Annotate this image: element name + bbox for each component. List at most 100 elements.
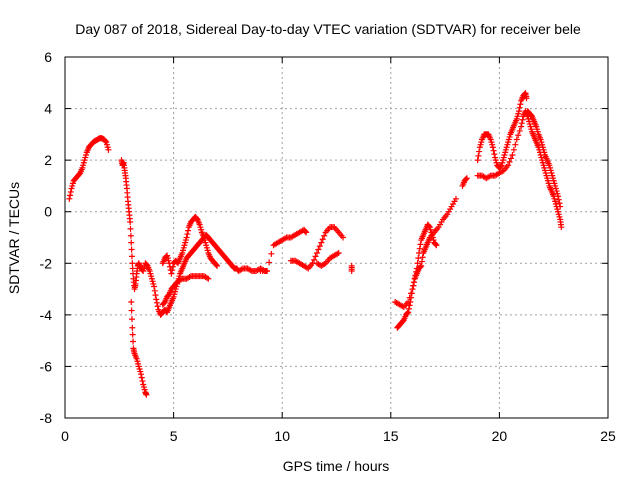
series-arc-o	[524, 108, 564, 210]
data-point	[311, 256, 318, 263]
x-tick-label: 0	[61, 428, 69, 444]
data-point	[517, 101, 524, 108]
data-point	[515, 132, 522, 139]
data-point	[340, 234, 347, 241]
data-point	[405, 309, 412, 316]
data-point	[105, 146, 112, 153]
data-point	[557, 203, 564, 210]
x-axis-label: GPS time / hours	[283, 458, 390, 474]
data-point	[409, 286, 416, 293]
data-point	[153, 296, 160, 303]
y-tick-label: 4	[44, 101, 52, 117]
data-point	[476, 148, 483, 155]
data-point	[417, 263, 424, 270]
data-point	[405, 305, 412, 312]
data-point	[510, 146, 517, 153]
grid-layer	[65, 57, 608, 418]
data-point	[410, 282, 417, 289]
chart-title: Day 087 of 2018, Sidereal Day-to-day VTE…	[75, 21, 581, 37]
data-point	[67, 188, 74, 195]
y-tick-label: -6	[40, 358, 53, 374]
data-point	[518, 123, 525, 130]
data-point	[491, 151, 498, 158]
data-point	[509, 151, 516, 158]
data-point	[418, 258, 425, 265]
data-point	[128, 239, 135, 246]
data-point	[138, 371, 145, 378]
data-point	[321, 232, 328, 239]
data-point	[516, 104, 523, 111]
series-arc-b	[118, 157, 270, 318]
data-point	[518, 120, 525, 127]
x-tick-label: 10	[274, 428, 290, 444]
series-arc-i	[348, 262, 355, 275]
plot-frame	[64, 56, 609, 419]
data-point	[513, 136, 520, 143]
data-point	[67, 192, 74, 199]
series-arc-n	[474, 108, 565, 231]
data-point	[515, 108, 522, 115]
data-point	[128, 316, 135, 323]
data-point	[318, 239, 325, 246]
series-arc-f	[257, 226, 310, 275]
data-point	[408, 294, 415, 301]
data-point	[169, 263, 176, 270]
data-point	[452, 195, 459, 202]
data-point	[168, 270, 175, 277]
data-point	[128, 246, 135, 253]
data-point	[127, 219, 134, 226]
data-point	[66, 195, 73, 202]
data-point	[153, 299, 160, 306]
data-point	[151, 287, 158, 294]
data-point	[506, 158, 513, 165]
x-tick-label: 5	[170, 428, 178, 444]
data-point	[214, 262, 221, 269]
data-point	[558, 224, 565, 231]
data-point	[463, 176, 470, 183]
data-point	[315, 246, 322, 253]
series-arc-g	[287, 224, 347, 272]
data-point	[426, 223, 433, 230]
data-point	[302, 228, 309, 235]
y-tick-label: -2	[40, 255, 53, 271]
data-point	[127, 232, 134, 239]
series-arc-m	[474, 90, 530, 171]
y-tick-label: 2	[44, 152, 52, 168]
data-point	[415, 255, 422, 262]
data-point	[312, 253, 319, 260]
data-point	[313, 249, 320, 256]
data-point	[505, 162, 512, 169]
y-tick-label: 6	[44, 49, 52, 65]
data-point	[523, 95, 530, 102]
series-arc-h	[313, 249, 342, 269]
x-tick-label: 25	[600, 428, 616, 444]
data-point	[416, 245, 423, 252]
data-point	[128, 307, 135, 314]
data-point	[419, 254, 426, 261]
data-point	[407, 298, 414, 305]
data-point	[184, 231, 191, 238]
data-point	[127, 225, 134, 232]
data-point	[418, 262, 425, 269]
y-axis-label: SDTVAR / TECUs	[6, 182, 22, 294]
data-point	[555, 196, 562, 203]
y-tick-label: -4	[40, 307, 53, 323]
series-arc-e	[159, 273, 212, 308]
tick-layer: 0 5 10 15 20 25 -8 -6 -4 -2 0 2 4 6	[40, 49, 616, 444]
data-point	[475, 152, 482, 159]
data-point	[130, 338, 137, 345]
data-point	[406, 302, 413, 309]
data-point	[268, 250, 275, 257]
y-tick-label: 0	[44, 204, 52, 220]
series-arc-k	[394, 195, 459, 331]
data-point	[433, 242, 440, 249]
data-point	[463, 175, 470, 182]
data-point	[414, 260, 421, 267]
data-point	[169, 267, 176, 274]
series-arc-a	[66, 135, 112, 202]
data-point	[129, 324, 136, 331]
data-point	[316, 243, 323, 250]
data-point	[404, 310, 411, 317]
data-point	[128, 298, 135, 305]
